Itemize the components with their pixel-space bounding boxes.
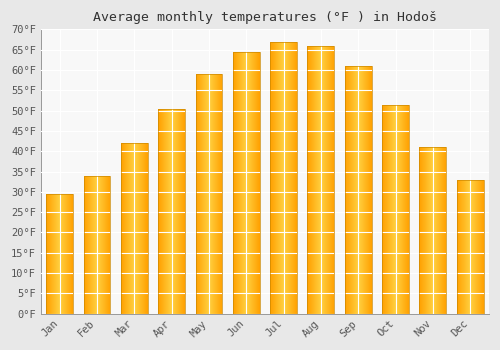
Bar — [270, 42, 297, 314]
Bar — [420, 147, 446, 314]
Bar — [345, 66, 372, 314]
Bar — [121, 143, 148, 314]
Bar — [84, 176, 110, 314]
Bar — [46, 194, 73, 314]
Bar — [457, 180, 483, 314]
Bar — [196, 74, 222, 314]
Title: Average monthly temperatures (°F ) in Hodoš: Average monthly temperatures (°F ) in Ho… — [93, 11, 437, 24]
Bar — [382, 105, 409, 314]
Bar — [233, 52, 260, 314]
Bar — [158, 108, 185, 314]
Bar — [308, 46, 334, 314]
